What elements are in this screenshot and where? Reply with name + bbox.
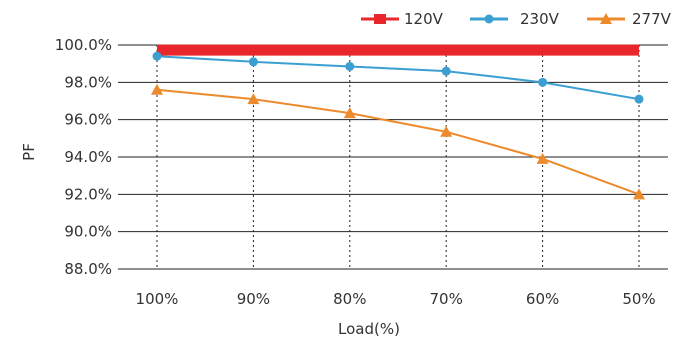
- series-230v-point: [441, 66, 451, 76]
- series-layer: [151, 44, 645, 200]
- y-tick-label: 92.0%: [64, 185, 112, 203]
- y-tick-label: 90.0%: [64, 223, 112, 241]
- legend-marker: [600, 13, 612, 24]
- series-230v-point: [538, 77, 548, 87]
- series-230v-point: [634, 94, 644, 104]
- y-tick-label: 88.0%: [64, 260, 112, 278]
- series-120v: [157, 44, 639, 56]
- series-230v-point: [248, 57, 258, 67]
- y-axis-ticks: 88.0% 90.0% 92.0% 94.0% 96.0% 98.0% 100.0%: [55, 36, 112, 278]
- legend-item-230v: 230V: [470, 10, 560, 28]
- series-277v-point: [151, 83, 163, 95]
- series-277v-point: [440, 125, 453, 137]
- legend-label: 230V: [520, 10, 560, 28]
- x-tick-label: 100%: [136, 290, 179, 308]
- y-tick-label: 96.0%: [64, 111, 112, 129]
- x-tick-label: 50%: [622, 290, 655, 308]
- y-tick-label: 94.0%: [64, 148, 112, 166]
- series-120v-band: [157, 44, 639, 56]
- series-230v: [152, 51, 644, 104]
- series-230v-point: [345, 61, 355, 71]
- series-277v-point: [536, 152, 549, 164]
- legend-marker: [484, 14, 494, 24]
- legend-item-277v: 277V: [587, 10, 672, 28]
- series-277v-point: [247, 93, 260, 105]
- legend-marker: [374, 14, 386, 24]
- x-tick-label: 60%: [526, 290, 559, 308]
- legend-label: 120V: [404, 10, 444, 28]
- x-tick-label: 80%: [333, 290, 366, 308]
- y-tick-label: 100.0%: [55, 36, 112, 54]
- series-277v-point: [343, 107, 356, 119]
- legend-item-120v: 120V: [361, 10, 444, 28]
- series-230v-point: [152, 51, 162, 61]
- x-tick-label: 70%: [430, 290, 463, 308]
- y-axis-title: PF: [20, 143, 38, 161]
- series-230v-line: [156, 55, 640, 101]
- x-axis-title: Load(%): [338, 320, 400, 338]
- series-277v-point: [633, 188, 645, 200]
- horizontal-gridlines: [118, 44, 668, 270]
- series-277v-line: [156, 88, 640, 196]
- legend: 120V 230V 277V: [361, 10, 672, 28]
- x-tick-label: 90%: [237, 290, 270, 308]
- legend-label: 277V: [632, 10, 672, 28]
- series-277v: [151, 83, 645, 200]
- y-tick-label: 98.0%: [64, 73, 112, 91]
- x-axis-ticks: 100% 90% 80% 70% 60% 50%: [136, 290, 656, 308]
